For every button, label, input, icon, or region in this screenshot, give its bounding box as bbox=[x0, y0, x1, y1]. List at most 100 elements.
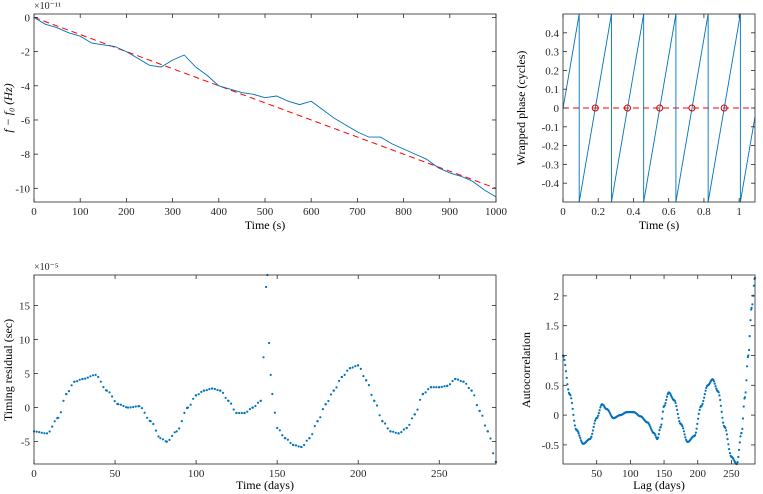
autocorrelation-point bbox=[725, 429, 728, 432]
phase-y-tick-label: -0.2 bbox=[542, 141, 559, 153]
phase-y-tick-label: 0.4 bbox=[545, 28, 559, 40]
autocorrelation-point bbox=[597, 414, 600, 417]
residual-point bbox=[297, 445, 300, 448]
freq-x-tick-label: 800 bbox=[395, 206, 412, 218]
residual-point bbox=[200, 390, 203, 393]
residual-point bbox=[175, 430, 178, 433]
autocorrelation-point bbox=[592, 425, 595, 428]
autocorrelation-point bbox=[684, 436, 687, 439]
residual-x-tick-label: 250 bbox=[431, 468, 448, 480]
residual-point bbox=[335, 386, 338, 389]
autocorrelation-point bbox=[657, 436, 660, 439]
residual-point bbox=[89, 375, 92, 378]
autocorrelation-point bbox=[736, 461, 739, 464]
autocorrelation-point bbox=[752, 284, 756, 287]
residual-point bbox=[238, 411, 241, 415]
residual-point bbox=[332, 389, 335, 392]
residual-point bbox=[440, 385, 443, 388]
residual-point bbox=[370, 393, 373, 396]
residual-point bbox=[84, 377, 87, 380]
freq-x-tick-label: 200 bbox=[118, 206, 135, 218]
autocorrelation-point bbox=[737, 448, 741, 451]
phase-y-tick-label: 0.2 bbox=[545, 65, 559, 77]
residual-point bbox=[386, 427, 389, 430]
residual-point bbox=[489, 437, 492, 440]
autocorrelation-point bbox=[579, 439, 583, 442]
residual-point bbox=[276, 426, 279, 430]
residual-point bbox=[40, 431, 43, 434]
residual-point bbox=[86, 376, 89, 379]
residual-point bbox=[235, 411, 238, 415]
autocorrelation-point bbox=[741, 417, 745, 420]
residual-point bbox=[180, 420, 183, 423]
autocorrelation-point bbox=[676, 408, 679, 411]
residual-point bbox=[378, 414, 381, 417]
phase-y-tick-label: -0.4 bbox=[542, 178, 560, 190]
phase-y-tick-label: -0.1 bbox=[542, 122, 559, 134]
residual-point bbox=[67, 390, 71, 393]
autocorrelation-point bbox=[751, 303, 754, 306]
autocorrelation-point bbox=[648, 423, 651, 426]
residual-point bbox=[159, 437, 162, 440]
residual-point bbox=[340, 375, 344, 379]
frequency-fit-line bbox=[33, 16, 497, 189]
autocorrelation-point bbox=[726, 438, 729, 441]
autocorrelation-point bbox=[673, 399, 677, 402]
autocorrelation-point bbox=[564, 363, 567, 367]
autocorrelation-point bbox=[676, 412, 680, 416]
autocorrelation-point bbox=[591, 432, 594, 435]
autocorrelation-point bbox=[739, 435, 742, 438]
residual-point bbox=[94, 373, 97, 376]
autocorrelation-point bbox=[744, 391, 747, 394]
freq-x-tick-label: 700 bbox=[349, 206, 366, 218]
residual-point bbox=[448, 383, 452, 386]
phase-ramp-segment bbox=[707, 13, 741, 203]
residual-point bbox=[351, 366, 354, 369]
autocorrelation-point bbox=[565, 376, 568, 379]
residual-point bbox=[154, 429, 157, 432]
residual-point bbox=[248, 408, 251, 411]
autocorrelation-point bbox=[719, 404, 723, 407]
autocorrelation-point bbox=[653, 432, 656, 435]
residual-point bbox=[186, 406, 190, 409]
residual-point bbox=[243, 411, 246, 415]
residual-point bbox=[97, 375, 100, 378]
residual-point bbox=[262, 356, 265, 359]
residual-point bbox=[413, 413, 416, 416]
phase-y-tick-label: -0.3 bbox=[542, 159, 560, 171]
phase-ramp-segment bbox=[675, 13, 709, 203]
residual-point bbox=[416, 408, 419, 411]
autocorrelation-point bbox=[721, 416, 724, 419]
residual-point bbox=[57, 416, 60, 419]
residual-point bbox=[402, 428, 405, 431]
autocorrelation-point bbox=[598, 409, 601, 412]
autocorrelation-plot-area bbox=[561, 276, 757, 466]
autocorr-x-tick-label: 200 bbox=[689, 468, 706, 480]
residual-point bbox=[346, 369, 349, 372]
residual-point bbox=[91, 374, 95, 377]
residual-y-ticks: -5 0 5 10 15 bbox=[19, 301, 496, 449]
autocorrelation-point bbox=[577, 432, 580, 435]
autocorrelation-y-ticks: -0.5 0 0.5 1 1.5 2 bbox=[542, 291, 755, 452]
autocorrelation-point bbox=[594, 419, 597, 422]
residual-point bbox=[483, 424, 487, 427]
phase-x-ticks: 0 0.2 0.4 0.6 0.8 1 bbox=[560, 14, 742, 218]
autocorrelation-point bbox=[748, 335, 751, 338]
freq-y-tick-label: -2 bbox=[21, 47, 30, 59]
phase-ramp-segment bbox=[610, 13, 645, 203]
residual-y-tick-label: -5 bbox=[21, 437, 31, 449]
residual-point bbox=[105, 389, 108, 392]
frequency-y-label: f − f₀ (Hz) bbox=[1, 83, 15, 132]
autocorrelation-point bbox=[576, 430, 580, 433]
autocorrelation-point bbox=[677, 416, 680, 419]
autocorrelation-point bbox=[674, 401, 677, 404]
residual-point bbox=[305, 439, 308, 442]
residual-point bbox=[51, 425, 54, 428]
residual-y-tick-label: 10 bbox=[19, 335, 31, 347]
residual-y-tick-label: 0 bbox=[25, 403, 31, 415]
autocorrelation-point bbox=[682, 430, 686, 433]
residual-point bbox=[125, 406, 128, 409]
residual-point bbox=[132, 405, 135, 409]
residual-point bbox=[359, 367, 362, 370]
residual-point bbox=[43, 432, 46, 435]
